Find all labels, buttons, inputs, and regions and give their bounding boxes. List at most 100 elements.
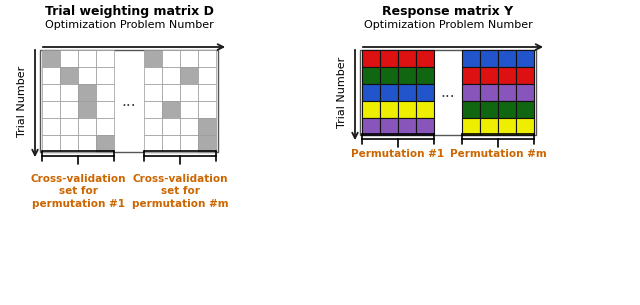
Bar: [480, 84, 498, 101]
Bar: [480, 101, 498, 118]
Bar: [198, 135, 216, 152]
Bar: [516, 101, 534, 118]
Bar: [380, 118, 398, 135]
Bar: [96, 135, 114, 152]
Bar: [198, 67, 216, 84]
Bar: [198, 50, 216, 67]
Text: Permutation #1: Permutation #1: [351, 149, 445, 159]
Bar: [498, 50, 516, 67]
Bar: [42, 101, 60, 118]
Bar: [516, 67, 534, 84]
Bar: [362, 67, 380, 84]
Text: Trial Number: Trial Number: [337, 57, 347, 128]
Bar: [380, 67, 398, 84]
Bar: [42, 84, 60, 101]
Bar: [498, 101, 516, 118]
Bar: [42, 67, 60, 84]
Bar: [180, 135, 198, 152]
Bar: [144, 50, 162, 67]
Text: Cross-validation
set for
permutation #1: Cross-validation set for permutation #1: [30, 174, 125, 209]
Bar: [40, 50, 218, 152]
Bar: [96, 118, 114, 135]
Bar: [416, 84, 434, 101]
Bar: [198, 101, 216, 118]
Bar: [78, 50, 96, 67]
Bar: [78, 67, 96, 84]
Bar: [60, 50, 78, 67]
Bar: [480, 67, 498, 84]
Bar: [96, 67, 114, 84]
Bar: [398, 118, 416, 135]
Bar: [42, 118, 60, 135]
Bar: [162, 118, 180, 135]
Text: Cross-validation
set for
permutation #m: Cross-validation set for permutation #m: [132, 174, 228, 209]
Bar: [416, 118, 434, 135]
Bar: [162, 101, 180, 118]
Bar: [144, 84, 162, 101]
Bar: [96, 101, 114, 118]
Bar: [180, 84, 198, 101]
Bar: [78, 118, 96, 135]
Bar: [144, 67, 162, 84]
Bar: [144, 101, 162, 118]
Bar: [60, 135, 78, 152]
Bar: [462, 84, 480, 101]
Bar: [162, 50, 180, 67]
Bar: [398, 67, 416, 84]
Bar: [498, 84, 516, 101]
Bar: [362, 101, 380, 118]
Bar: [516, 118, 534, 135]
Bar: [398, 84, 416, 101]
Bar: [162, 67, 180, 84]
Bar: [362, 84, 380, 101]
Bar: [78, 101, 96, 118]
Bar: [162, 84, 180, 101]
Bar: [78, 84, 96, 101]
Bar: [462, 118, 480, 135]
Bar: [144, 118, 162, 135]
Bar: [462, 50, 480, 67]
Text: Response matrix Y: Response matrix Y: [383, 5, 513, 19]
Bar: [498, 118, 516, 135]
Bar: [380, 101, 398, 118]
Bar: [162, 135, 180, 152]
Bar: [416, 67, 434, 84]
Text: Optimization Problem Number: Optimization Problem Number: [45, 20, 213, 30]
Bar: [360, 50, 536, 135]
Bar: [144, 135, 162, 152]
Bar: [416, 101, 434, 118]
Bar: [180, 118, 198, 135]
Bar: [198, 84, 216, 101]
Text: ...: ...: [122, 94, 136, 109]
Bar: [362, 50, 380, 67]
Text: Optimization Problem Number: Optimization Problem Number: [364, 20, 532, 30]
Bar: [180, 50, 198, 67]
Text: ...: ...: [441, 85, 455, 100]
Bar: [398, 50, 416, 67]
Bar: [96, 84, 114, 101]
Bar: [60, 101, 78, 118]
Bar: [60, 67, 78, 84]
Bar: [516, 84, 534, 101]
Bar: [42, 50, 60, 67]
Bar: [462, 101, 480, 118]
Bar: [462, 67, 480, 84]
Bar: [60, 118, 78, 135]
Bar: [480, 50, 498, 67]
Text: Permutation #m: Permutation #m: [450, 149, 547, 159]
Bar: [380, 84, 398, 101]
Bar: [416, 50, 434, 67]
Bar: [362, 118, 380, 135]
Bar: [180, 101, 198, 118]
Bar: [96, 50, 114, 67]
Text: Trial weighting matrix D: Trial weighting matrix D: [45, 5, 213, 19]
Bar: [198, 118, 216, 135]
Bar: [60, 84, 78, 101]
Bar: [380, 50, 398, 67]
Bar: [516, 50, 534, 67]
Bar: [42, 135, 60, 152]
Text: Trial Number: Trial Number: [17, 65, 27, 137]
Bar: [498, 67, 516, 84]
Bar: [480, 118, 498, 135]
Bar: [398, 101, 416, 118]
